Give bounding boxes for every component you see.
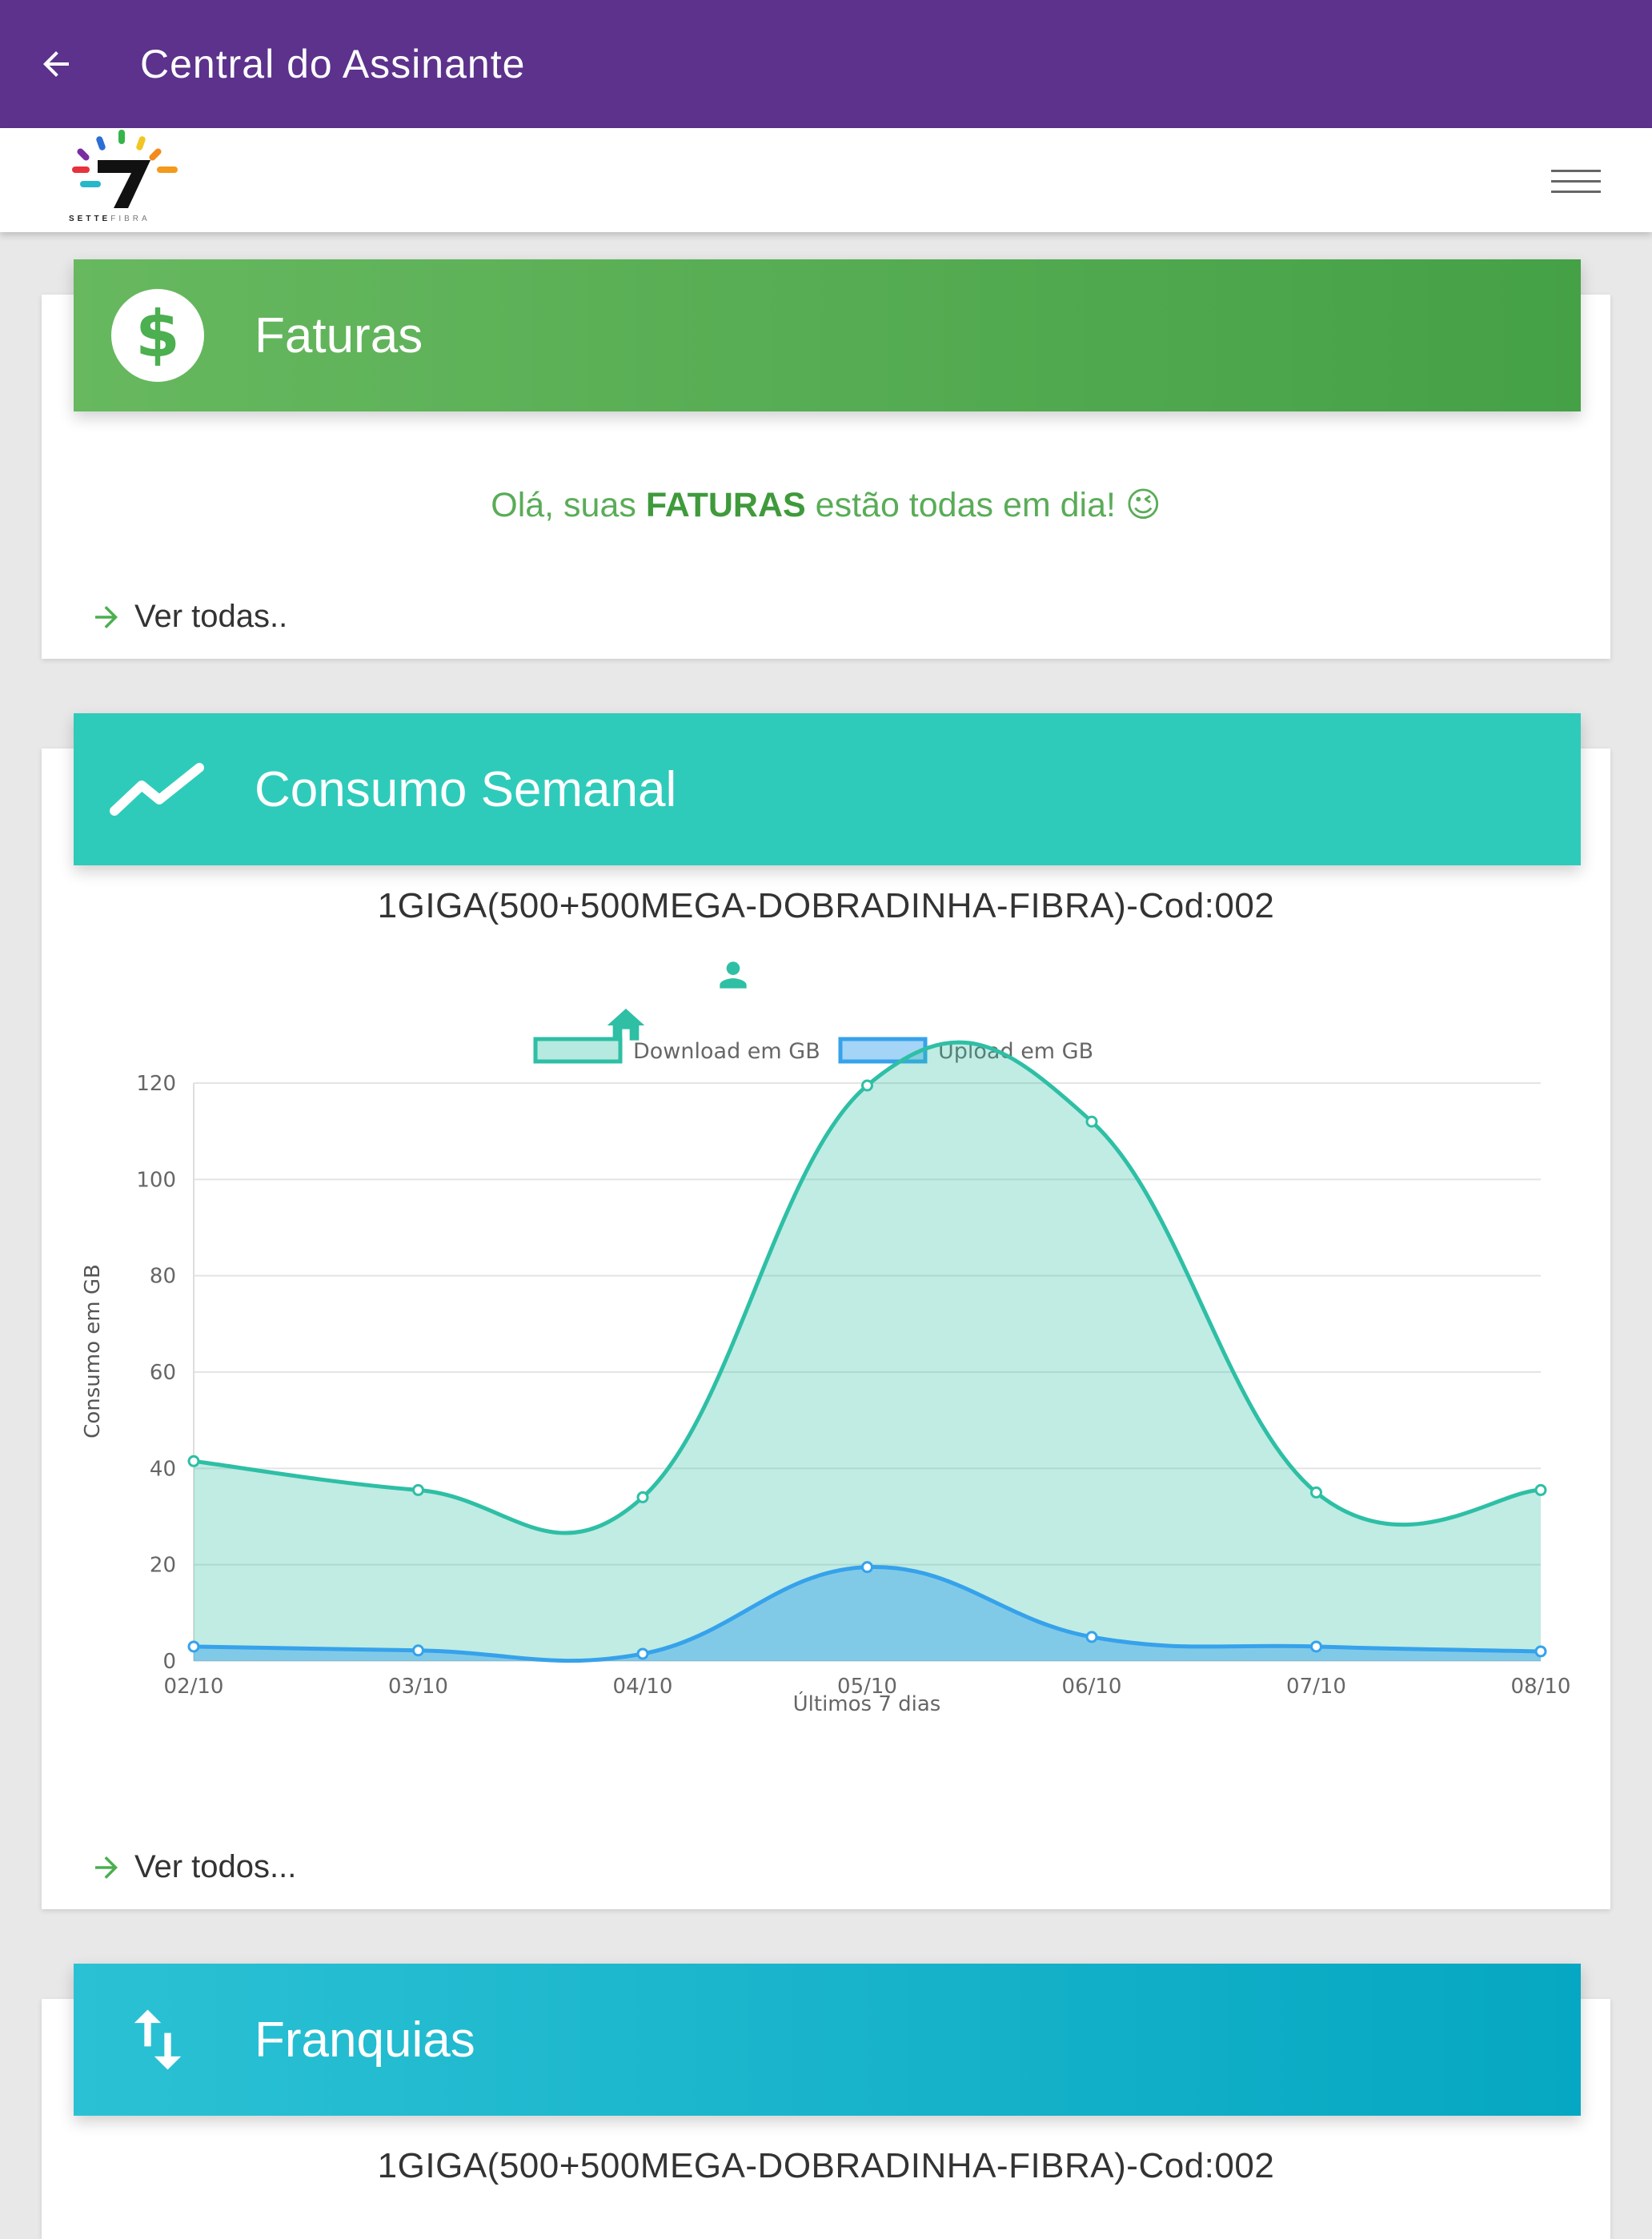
data-point[interactable]: [412, 1644, 424, 1657]
x-tick-label: 04/10: [613, 1675, 673, 1699]
y-tick-label: 0: [162, 1650, 176, 1674]
data-point[interactable]: [636, 1647, 649, 1660]
data-point[interactable]: [636, 1491, 649, 1503]
x-tick-label: 03/10: [388, 1675, 448, 1699]
app-title: Central do Assinante: [140, 42, 526, 86]
brand-logo[interactable]: SETTEFIBRA: [64, 128, 192, 232]
consumo-title: Consumo Semanal: [255, 761, 677, 817]
hamburger-icon: [1551, 170, 1601, 193]
y-tick-label: 60: [150, 1361, 176, 1385]
franquias-title: Franquias: [255, 2012, 475, 2068]
arrow-right-icon: [95, 1856, 118, 1879]
data-point[interactable]: [1085, 1631, 1098, 1643]
ver-todas-link[interactable]: Ver todas..: [90, 599, 287, 635]
franquias-card: Franquias 1GIGA(500+500MEGA-DOBRADINHA-F…: [42, 1964, 1610, 2239]
brand-wordmark: SETTEFIBRA: [69, 215, 150, 223]
data-point[interactable]: [1534, 1483, 1547, 1496]
legend-swatch: [533, 1037, 623, 1064]
series-area: [194, 1567, 1541, 1661]
x-tick-label: 07/10: [1286, 1675, 1346, 1699]
faturas-card: $ Faturas Olá, suas FATURAS estão todas …: [42, 259, 1610, 659]
top-nav: SETTEFIBRA: [0, 128, 1652, 232]
data-point[interactable]: [187, 1640, 200, 1653]
franquias-plan-name: 1GIGA(500+500MEGA-DOBRADINHA-FIBRA)-Cod:…: [377, 2146, 1275, 2185]
consumo-chart: Download em GB Upload em GB 0204060801001…: [81, 1037, 1571, 1716]
ver-todos-link[interactable]: Ver todos...: [90, 1849, 296, 1885]
y-axis-label: Consumo em GB: [81, 1264, 105, 1438]
data-point[interactable]: [861, 1079, 873, 1092]
data-point[interactable]: [1310, 1640, 1322, 1653]
legend-label: Download em GB: [633, 1039, 820, 1064]
consumo-plan-name: 1GIGA(500+500MEGA-DOBRADINHA-FIBRA)-Cod:…: [377, 886, 1275, 925]
user-icon[interactable]: [711, 955, 756, 999]
arrow-right-icon: [95, 605, 118, 628]
data-point[interactable]: [861, 1561, 873, 1574]
legend-item[interactable]: Download em GB: [533, 1037, 820, 1064]
hamburger-menu-button[interactable]: [1537, 160, 1614, 203]
home-icon[interactable]: [602, 1003, 650, 1052]
data-point[interactable]: [1534, 1645, 1547, 1658]
trending-up-icon: [106, 737, 210, 841]
back-button[interactable]: [0, 0, 112, 128]
x-tick-label: 05/10: [837, 1675, 897, 1699]
consumo-card: Consumo Semanal 1GIGA(500+500MEGA-DOBRAD…: [42, 713, 1610, 1909]
faturas-header[interactable]: $ Faturas: [74, 259, 1581, 411]
x-tick-label: 02/10: [164, 1675, 224, 1699]
y-tick-label: 40: [150, 1457, 176, 1481]
x-axis-label: Últimos 7 dias: [793, 1691, 941, 1716]
y-tick-label: 20: [150, 1554, 176, 1578]
faturas-title: Faturas: [255, 307, 423, 363]
y-tick-label: 120: [136, 1072, 176, 1096]
x-tick-label: 06/10: [1062, 1675, 1122, 1699]
y-tick-label: 100: [136, 1168, 176, 1192]
swap-vertical-icon: [106, 1988, 210, 2092]
data-point[interactable]: [1310, 1486, 1322, 1499]
data-point[interactable]: [187, 1455, 200, 1467]
dollar-icon: $: [106, 283, 210, 387]
consumo-header[interactable]: Consumo Semanal: [74, 713, 1581, 865]
sette-logo-icon: [72, 130, 178, 208]
x-tick-label: 08/10: [1511, 1675, 1571, 1699]
data-point[interactable]: [1085, 1115, 1098, 1128]
y-tick-label: 80: [150, 1265, 176, 1289]
app-bar: Central do Assinante: [0, 0, 1652, 128]
data-point[interactable]: [412, 1483, 424, 1496]
franquias-header[interactable]: Franquias: [74, 1964, 1581, 2116]
svg-text:$: $: [135, 297, 180, 371]
faturas-status-message: Olá, suas FATURAS estão todas em dia! 😉: [491, 486, 1161, 524]
arrow-left-icon: [43, 51, 69, 77]
series-area: [194, 1042, 1541, 1661]
